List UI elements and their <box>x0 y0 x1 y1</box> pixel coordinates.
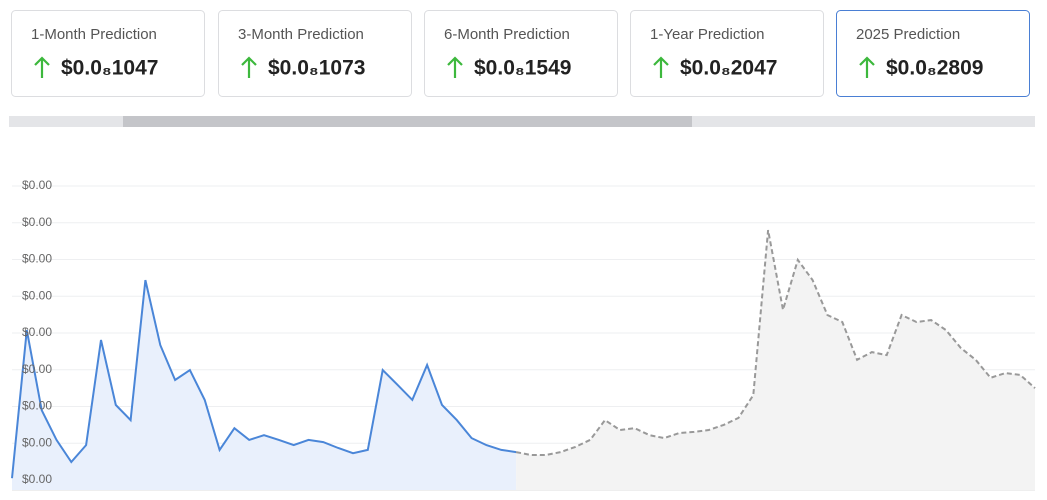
y-tick-label: $0.00 <box>22 215 52 229</box>
y-tick-label: $0.00 <box>22 472 52 486</box>
card-value: $0.0₈1549 <box>474 57 571 80</box>
y-tick-label: $0.00 <box>22 252 52 266</box>
y-tick-label: $0.00 <box>22 399 52 413</box>
prediction-card[interactable] <box>11 10 205 97</box>
prediction-card[interactable] <box>218 10 412 97</box>
card-label: 1-Month Prediction <box>31 26 157 43</box>
line <box>515 229 1036 456</box>
scroll-thumb[interactable] <box>123 116 692 127</box>
card-value: $0.0₈2809 <box>886 57 983 80</box>
up-arrow-icon <box>859 56 875 78</box>
card-label: 2025 Prediction <box>856 26 960 43</box>
prediction-card[interactable] <box>836 10 1030 97</box>
card-value: $0.0₈1047 <box>61 57 158 80</box>
card-label: 3-Month Prediction <box>238 26 364 43</box>
card-value: $0.0₈2047 <box>680 57 777 80</box>
card-label: 6-Month Prediction <box>444 26 570 43</box>
card-label: 1-Year Prediction <box>650 26 765 43</box>
y-tick-label: $0.00 <box>22 362 52 376</box>
up-arrow-icon <box>34 56 50 78</box>
y-tick-label: $0.00 <box>22 435 52 449</box>
y-tick-label: $0.00 <box>22 288 52 302</box>
up-arrow-icon <box>653 56 669 78</box>
line <box>11 279 517 479</box>
prediction-card[interactable] <box>424 10 618 97</box>
y-tick-label: $0.00 <box>22 325 52 339</box>
up-arrow-icon <box>447 56 463 78</box>
card-value: $0.0₈1073 <box>268 57 365 80</box>
y-tick-label: $0.00 <box>22 178 52 192</box>
area-fill <box>12 280 517 490</box>
area-fill <box>516 230 1035 490</box>
up-arrow-icon <box>241 56 257 78</box>
prediction-card[interactable] <box>630 10 824 97</box>
